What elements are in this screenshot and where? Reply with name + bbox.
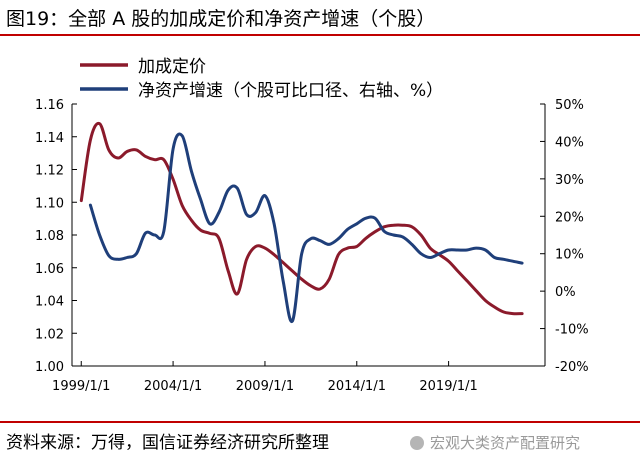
right-tick-label: -20%: [555, 360, 589, 375]
right-tick-label: 10%: [555, 248, 584, 263]
legend: 加成定价 净资产增速（个股可比口径、右轴、%）: [80, 57, 443, 101]
x-tick-label: 2019/1/1: [419, 379, 477, 394]
series-line-growth: [88, 132, 524, 323]
right-axis-ticks: -20% -10% 0% 10% 20% 30% 40% 50%: [540, 98, 589, 375]
left-tick-label: 1.00: [35, 360, 64, 375]
right-tick-label: -10%: [555, 323, 589, 338]
x-tick-label: 2009/1/1: [236, 379, 294, 394]
left-tick-label: 1.16: [35, 98, 64, 113]
watermark-text: 宏观大类资产配置研究: [430, 434, 581, 452]
left-tick-label: 1.10: [35, 196, 64, 211]
x-axis-ticks: 1999/1/1 2004/1/1 2009/1/1 2014/1/1 2019/1/1: [52, 361, 478, 394]
x-tick-label: 1999/1/1: [52, 379, 110, 394]
line-chart: 加成定价 净资产增速（个股可比口径、右轴、%） 1.00 1.02 1.04 1.06…: [35, 57, 589, 394]
x-tick-label: 2014/1/1: [328, 379, 386, 394]
title-rule: [0, 34, 640, 36]
left-axis-ticks: 1.00 1.02 1.04 1.06 1.08 1.10 1.12 1.14 1.16: [35, 98, 77, 375]
left-tick-label: 1.06: [35, 262, 64, 277]
right-tick-label: 20%: [555, 210, 584, 225]
left-tick-label: 1.04: [35, 295, 64, 310]
chart-title: 图19：全部 A 股的加成定价和净资产增速（个股）: [6, 8, 436, 30]
footer-rule: [0, 421, 640, 423]
watermark: 宏观大类资产配置研究: [410, 430, 580, 456]
left-tick-label: 1.08: [35, 229, 64, 244]
left-tick-label: 1.14: [35, 131, 64, 146]
series-line-markup: [79, 121, 524, 316]
legend-label-markup: 加成定价: [138, 57, 206, 77]
right-tick-label: 30%: [555, 173, 584, 188]
right-tick-label: 40%: [555, 135, 584, 150]
right-tick-label: 50%: [555, 98, 584, 113]
left-tick-label: 1.12: [35, 164, 64, 179]
legend-label-growth: 净资产增速（个股可比口径、右轴、%）: [138, 81, 443, 101]
source-note: 资料来源：万得，国信证券经济研究所整理: [6, 433, 329, 453]
left-tick-label: 1.02: [35, 327, 64, 342]
x-tick-label: 2004/1/1: [144, 379, 202, 394]
right-tick-label: 0%: [555, 285, 576, 300]
wechat-icon: [410, 436, 424, 450]
